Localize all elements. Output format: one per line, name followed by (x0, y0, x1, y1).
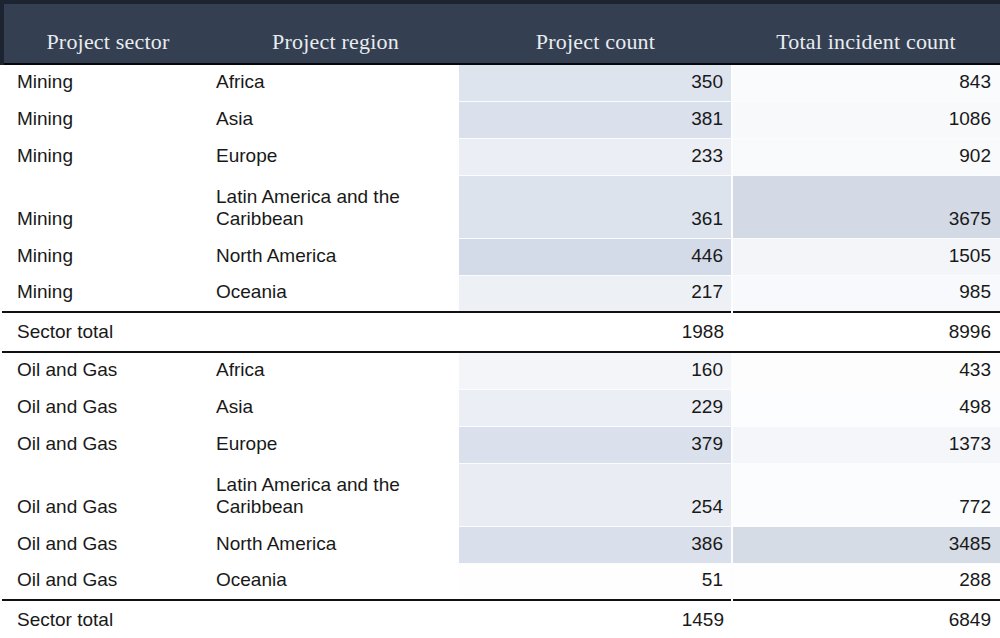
cell-incident-count: 433 (732, 352, 1000, 389)
cell-region: Asia (212, 101, 459, 138)
cell-incident-count: 3675 (732, 175, 1000, 238)
cell-project-count: 350 (459, 64, 732, 101)
cell-project-count: 217 (459, 275, 732, 312)
table-row: Oil and Gas Europe 379 1373 (2, 426, 1000, 463)
cell-sector: Mining (2, 64, 212, 101)
cell-incident-count: 1373 (732, 426, 1000, 463)
cell-sector: Oil and Gas (2, 463, 212, 526)
cell-project-count: 446 (459, 238, 732, 275)
cell-region: Latin America and the Caribbean (212, 175, 459, 238)
cell-sector: Mining (2, 138, 212, 175)
sector-total-project-count: 1988 (459, 312, 732, 352)
cell-sector: Oil and Gas (2, 426, 212, 463)
table-row: Mining Oceania 217 985 (2, 275, 1000, 312)
cell-region: Latin America and the Caribbean (212, 463, 459, 526)
cell-region: Europe (212, 138, 459, 175)
table-row: Oil and Gas Africa 160 433 (2, 352, 1000, 389)
cell-project-count: 233 (459, 138, 732, 175)
sector-total-incident-count: 8996 (732, 312, 1000, 352)
incident-report-table: Project sector Project region Project co… (0, 0, 1000, 638)
cell-region: Oceania (212, 275, 459, 312)
cell-incident-count: 288 (732, 563, 1000, 600)
cell-incident-count: 843 (732, 64, 1000, 101)
column-header-project-region: Project region (212, 2, 459, 64)
cell-incident-count: 498 (732, 389, 1000, 426)
cell-incident-count: 1505 (732, 238, 1000, 275)
cell-project-count: 379 (459, 426, 732, 463)
table-row: Oil and Gas Oceania 51 288 (2, 563, 1000, 600)
table-row: Oil and Gas North America 386 3485 (2, 526, 1000, 563)
column-header-project-sector: Project sector (2, 2, 212, 64)
cell-sector: Mining (2, 101, 212, 138)
table-row: Oil and Gas Latin America and the Caribb… (2, 463, 1000, 526)
cell-project-count: 160 (459, 352, 732, 389)
cell-project-count: 229 (459, 389, 732, 426)
cell-project-count: 361 (459, 175, 732, 238)
column-header-project-count: Project count (459, 2, 732, 64)
table-row: Mining Africa 350 843 (2, 64, 1000, 101)
table-row: Mining Europe 233 902 (2, 138, 1000, 175)
cell-region: Asia (212, 389, 459, 426)
table-row: Oil and Gas Asia 229 498 (2, 389, 1000, 426)
sector-total-row: Sector total 1988 8996 (2, 312, 1000, 352)
cell-project-count: 254 (459, 463, 732, 526)
cell-region: Africa (212, 64, 459, 101)
cell-sector: Oil and Gas (2, 352, 212, 389)
cell-sector: Oil and Gas (2, 389, 212, 426)
cell-region: North America (212, 238, 459, 275)
cell-region: Europe (212, 426, 459, 463)
sector-total-project-count: 1459 (459, 600, 732, 638)
cell-incident-count: 772 (732, 463, 1000, 526)
cell-sector: Oil and Gas (2, 526, 212, 563)
cell-project-count: 381 (459, 101, 732, 138)
sector-total-region-spacer (212, 600, 459, 638)
sector-total-row: Sector total 1459 6849 (2, 600, 1000, 638)
cell-region: North America (212, 526, 459, 563)
cell-sector: Mining (2, 275, 212, 312)
cell-sector: Mining (2, 175, 212, 238)
sector-total-region-spacer (212, 312, 459, 352)
sector-total-label: Sector total (2, 312, 212, 352)
cell-project-count: 51 (459, 563, 732, 600)
cell-region: Africa (212, 352, 459, 389)
cell-incident-count: 3485 (732, 526, 1000, 563)
cell-sector: Oil and Gas (2, 563, 212, 600)
table-row: Mining Asia 381 1086 (2, 101, 1000, 138)
cell-incident-count: 902 (732, 138, 1000, 175)
cell-project-count: 386 (459, 526, 732, 563)
column-header-total-incident-count: Total incident count (732, 2, 1000, 64)
table-row: Mining Latin America and the Caribbean 3… (2, 175, 1000, 238)
cell-incident-count: 985 (732, 275, 1000, 312)
table-row: Mining North America 446 1505 (2, 238, 1000, 275)
sector-total-incident-count: 6849 (732, 600, 1000, 638)
cell-region: Oceania (212, 563, 459, 600)
sector-total-label: Sector total (2, 600, 212, 638)
cell-sector: Mining (2, 238, 212, 275)
cell-incident-count: 1086 (732, 101, 1000, 138)
header-row: Project sector Project region Project co… (2, 2, 1000, 64)
